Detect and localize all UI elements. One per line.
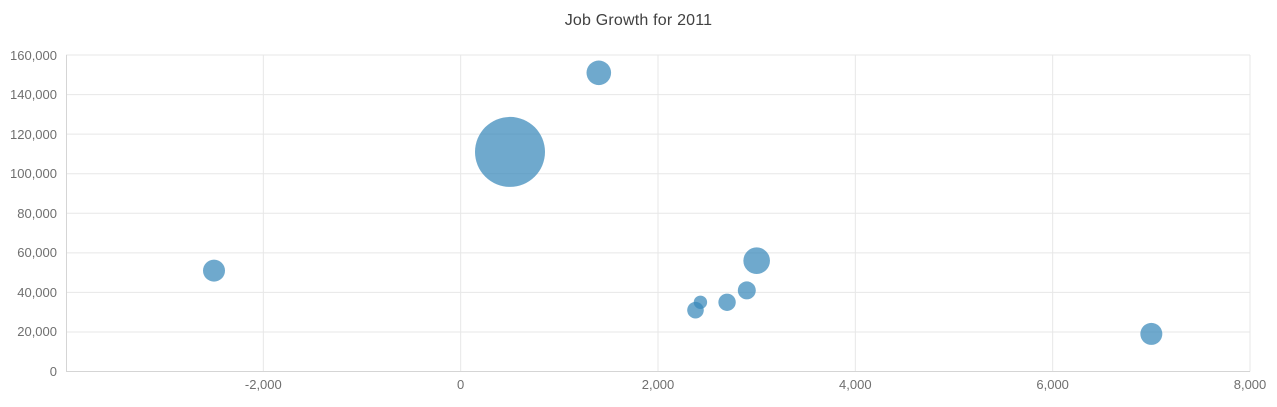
plot-area <box>66 54 1251 372</box>
x-tick-label: -2,000 <box>244 377 282 392</box>
x-tick-label: 8,000 <box>1233 377 1267 392</box>
bubble[interactable] <box>203 259 225 282</box>
x-tick-label: 2,000 <box>641 377 675 392</box>
x-tick-label: 0 <box>457 377 465 392</box>
bubble[interactable] <box>586 60 612 86</box>
x-tick-label: 4,000 <box>839 377 872 392</box>
chart-title: Job Growth for 2011 <box>564 12 713 29</box>
y-tick-label: 120,000 <box>10 126 57 142</box>
bubble[interactable] <box>743 247 770 275</box>
y-tick-label: 60,000 <box>17 245 57 261</box>
y-tick-label: 0 <box>49 364 57 379</box>
bubble[interactable] <box>1140 322 1163 345</box>
y-tick-label: 160,000 <box>10 47 57 63</box>
y-tick-label: 20,000 <box>17 324 57 340</box>
bubble[interactable] <box>718 293 736 311</box>
bubble[interactable] <box>687 301 704 319</box>
y-tick-label: 80,000 <box>17 205 57 221</box>
bubble-plot-svg <box>66 54 1251 372</box>
y-tick-label: 100,000 <box>10 166 57 182</box>
bubble[interactable] <box>475 116 545 187</box>
x-tick-label: 6,000 <box>1036 377 1069 392</box>
bubble[interactable] <box>737 281 756 300</box>
y-tick-label: 140,000 <box>10 87 57 103</box>
y-tick-label: 40,000 <box>17 284 57 300</box>
